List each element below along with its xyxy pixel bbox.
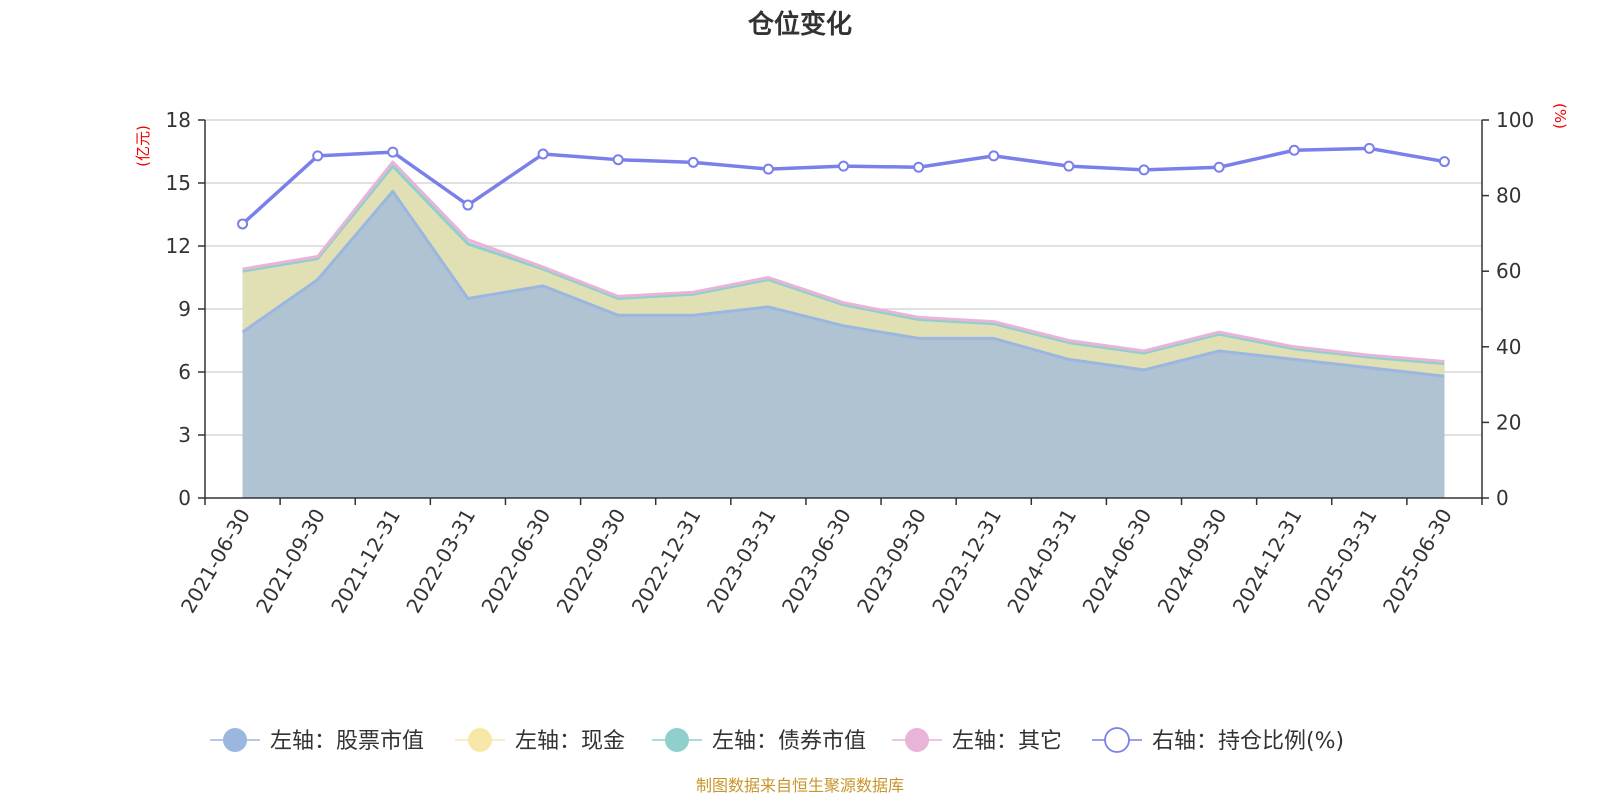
line-series-layer — [237, 142, 1450, 230]
series-point — [1213, 161, 1225, 173]
series-point — [988, 150, 1000, 162]
series-point — [612, 154, 624, 166]
x-axis-tick-label: 2023-03-31 — [702, 505, 781, 618]
area-line-3 — [242, 164, 1445, 366]
x-axis-tick-label: 2023-12-31 — [927, 505, 1006, 618]
series-point — [1063, 160, 1075, 172]
right-axis-tick-label: 100 — [1496, 108, 1534, 132]
left-axis-tick-label: 0 — [178, 486, 191, 510]
legend-marker — [223, 728, 247, 752]
area-line-4 — [242, 160, 1445, 363]
series-point — [1438, 156, 1450, 168]
legend-label: 左轴：其它 — [952, 729, 1062, 754]
x-axis-tick-label: 2023-09-30 — [852, 505, 931, 618]
left-axis-tick-label: 15 — [166, 171, 191, 195]
legend-label: 左轴：股票市值 — [270, 729, 424, 754]
right-axis-tick-label: 60 — [1496, 259, 1521, 283]
legend-label: 左轴：现金 — [515, 729, 625, 754]
legend-label: 左轴：债券市值 — [712, 729, 866, 754]
area-fill-1 — [242, 191, 1445, 498]
series-point — [762, 163, 774, 175]
legend-marker — [1104, 727, 1130, 753]
legend-item-1: 左轴：股票市值 — [210, 728, 424, 754]
x-axis-tick-label: 2022-06-30 — [476, 505, 555, 618]
source-note: 制图数据来自恒生聚源数据库 — [696, 776, 904, 795]
series-point — [462, 199, 474, 211]
legend-item-3: 左轴：债券市值 — [652, 728, 866, 754]
series-point — [687, 156, 699, 168]
x-axis-tick-label: 2021-12-31 — [326, 505, 405, 618]
legend-item-5: 右轴：持仓比例(%) — [1092, 727, 1344, 754]
series-point — [312, 150, 324, 162]
x-axis-tick-label: 2022-09-30 — [552, 505, 631, 618]
right-axis-tick-label: 80 — [1496, 184, 1521, 208]
series-point — [838, 160, 849, 172]
series-point — [1363, 142, 1375, 154]
legend-item-4: 左轴：其它 — [892, 728, 1062, 754]
left-axis-tick-label: 18 — [166, 108, 191, 132]
legend-item-2: 左轴：现金 — [455, 728, 625, 754]
x-axis-tick-label: 2024-09-30 — [1153, 505, 1232, 618]
legend-marker — [905, 728, 929, 752]
right-axis-tick-label: 40 — [1496, 335, 1521, 359]
series-point — [387, 146, 399, 158]
series-point — [913, 161, 925, 173]
legend-marker — [468, 728, 492, 752]
area-line-1 — [241, 189, 1445, 378]
right-axis-tick-label: 20 — [1496, 410, 1521, 434]
series-point — [1138, 164, 1150, 176]
left-axis-tick-label: 3 — [178, 423, 191, 447]
x-axis-tick-label: 2023-06-30 — [777, 505, 856, 618]
chart-title: 仓位变化 — [747, 9, 852, 40]
left-axis-tick-label: 6 — [178, 360, 191, 384]
right-axis-unit: (%) — [1551, 103, 1569, 129]
x-axis-tick-label: 2025-03-31 — [1303, 505, 1382, 618]
x-axis-tick-label: 2025-06-30 — [1378, 505, 1457, 618]
legend: 左轴：股票市值 左轴：现金 左轴：债券市值 左轴：其它 右轴：持仓比例(%) — [210, 727, 1344, 754]
x-axis-tick-label: 2024-06-30 — [1077, 505, 1156, 618]
area-series-layer — [241, 160, 1445, 498]
x-axis-tick-label: 2022-03-31 — [401, 504, 480, 617]
x-axis-tick-label: 2021-06-30 — [176, 505, 255, 618]
left-axis-tick-label: 9 — [178, 297, 191, 321]
x-axis-tick-label: 2021-09-30 — [251, 505, 330, 618]
right-axis-tick-label: 0 — [1496, 486, 1509, 510]
left-axis-tick-label: 12 — [166, 234, 191, 258]
legend-marker — [665, 728, 689, 752]
legend-label: 右轴：持仓比例(%) — [1152, 729, 1344, 754]
series-point — [1288, 144, 1300, 156]
x-axis-tick-label: 2024-12-31 — [1228, 505, 1307, 618]
series-point — [537, 148, 549, 160]
x-axis-tick-label: 2022-12-31 — [627, 505, 706, 618]
left-axis-unit: (亿元) — [134, 125, 152, 167]
series-point — [237, 218, 249, 230]
x-axis-tick-label: 2024-03-31 — [1002, 505, 1081, 618]
